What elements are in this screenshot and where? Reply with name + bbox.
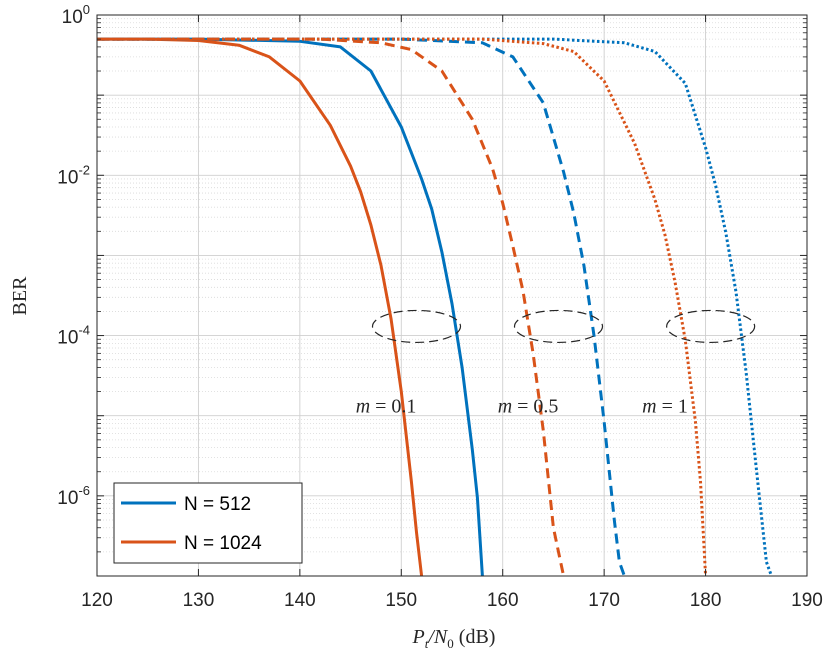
annotation-ellipse xyxy=(371,309,462,344)
y-tick-label: 10-2 xyxy=(57,162,90,188)
x-tick-label: 180 xyxy=(690,590,722,611)
annotation-label: m = 1 xyxy=(642,395,688,417)
annotation-ellipse xyxy=(666,309,756,344)
x-tick-label: 130 xyxy=(183,590,215,611)
y-axis-label: BER xyxy=(9,276,31,316)
x-tick-label: 160 xyxy=(487,590,519,611)
series-line-512-m05 xyxy=(97,37,626,577)
x-tick-label: 190 xyxy=(791,590,823,611)
annotation-label: m = 0.5 xyxy=(498,395,559,417)
series-line-512-m01 xyxy=(97,37,484,577)
legend: N = 512 N = 1024 xyxy=(113,482,303,564)
series-line-1024-m01 xyxy=(97,37,424,577)
axis-ticks xyxy=(96,14,808,577)
series-line-1024-m05 xyxy=(97,37,566,577)
legend-label-n512: N = 512 xyxy=(184,494,251,515)
legend-label-n1024: N = 1024 xyxy=(184,533,262,554)
x-tick-label: 120 xyxy=(81,590,113,611)
y-tick-label: 10-6 xyxy=(57,483,90,509)
series-line-512-m1 xyxy=(97,37,773,577)
curves xyxy=(97,37,773,577)
x-tick-label: 140 xyxy=(284,590,316,611)
annotation-label: m = 0.1 xyxy=(356,395,417,417)
legend-box xyxy=(113,482,303,564)
plot-box xyxy=(96,14,808,577)
y-tick-label: 10-4 xyxy=(57,323,90,349)
x-axis-label: Pt/N0 (dB) xyxy=(412,626,496,651)
annotation-ellipse xyxy=(513,309,604,344)
annotations: m = 0.1 m = 0.5 m = 1 xyxy=(356,309,756,417)
y-tick-labels: 100 10-2 10-4 10-6 xyxy=(57,2,90,509)
x-tick-label: 170 xyxy=(588,590,620,611)
y-tick-label: 100 xyxy=(62,2,90,28)
x-tick-label: 150 xyxy=(385,590,417,611)
x-tick-labels: 120 130 140 150 160 170 180 190 xyxy=(81,590,823,611)
series-line-1024-m1 xyxy=(97,37,708,577)
